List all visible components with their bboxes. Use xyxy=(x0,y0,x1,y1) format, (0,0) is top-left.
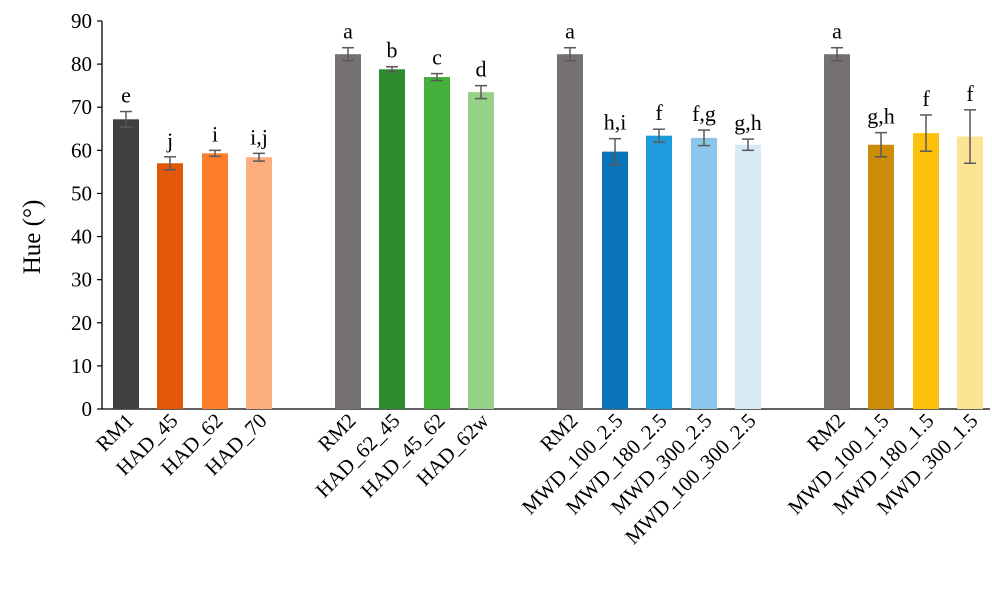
y-tick-label: 0 xyxy=(82,397,93,421)
bar xyxy=(157,163,183,409)
bar xyxy=(646,135,672,410)
error-bars xyxy=(120,46,976,171)
y-tick-label: 80 xyxy=(71,52,92,76)
y-tick-label: 20 xyxy=(71,311,92,335)
significance-label: f,g xyxy=(692,101,716,126)
significance-labels: e j i i,j a b c d a h,i f f,g g,h a g,h f f xyxy=(121,19,974,153)
bar xyxy=(557,54,583,409)
y-tick-label: 90 xyxy=(71,9,92,33)
significance-label: i,j xyxy=(250,124,268,149)
y-tick-label: 10 xyxy=(71,354,92,378)
bar xyxy=(868,144,894,409)
y-axis-label: Hue (°) xyxy=(19,200,46,275)
significance-label: c xyxy=(432,45,442,70)
bar xyxy=(824,54,850,409)
bar xyxy=(691,137,717,409)
y-tick-label: 70 xyxy=(71,95,92,119)
significance-label: e xyxy=(121,83,131,108)
significance-label: f xyxy=(922,86,930,111)
y-tick-label: 50 xyxy=(71,181,92,205)
bars xyxy=(113,54,983,410)
bar xyxy=(246,157,272,409)
bar xyxy=(379,69,405,409)
significance-label: f xyxy=(655,100,663,125)
significance-label: a xyxy=(343,19,353,44)
significance-label: j xyxy=(166,128,173,153)
bar xyxy=(468,92,494,409)
bar xyxy=(424,77,450,410)
y-tick-label: 40 xyxy=(71,225,92,249)
significance-label: h,i xyxy=(604,110,627,135)
significance-label: d xyxy=(476,57,487,82)
bar xyxy=(113,119,139,409)
y-tick-label: 60 xyxy=(71,138,92,162)
bar xyxy=(602,151,628,410)
bar xyxy=(335,54,361,409)
bar xyxy=(957,136,983,409)
significance-label: f xyxy=(966,81,974,106)
bar xyxy=(202,153,228,409)
significance-label: b xyxy=(387,38,398,63)
y-tick-label: 30 xyxy=(71,268,92,292)
significance-label: a xyxy=(832,19,842,44)
bar xyxy=(913,133,939,410)
significance-label: g,h xyxy=(867,104,895,129)
significance-label: g,h xyxy=(734,110,762,135)
significance-label: a xyxy=(565,19,575,44)
bar xyxy=(735,144,761,409)
significance-label: i xyxy=(212,121,218,146)
